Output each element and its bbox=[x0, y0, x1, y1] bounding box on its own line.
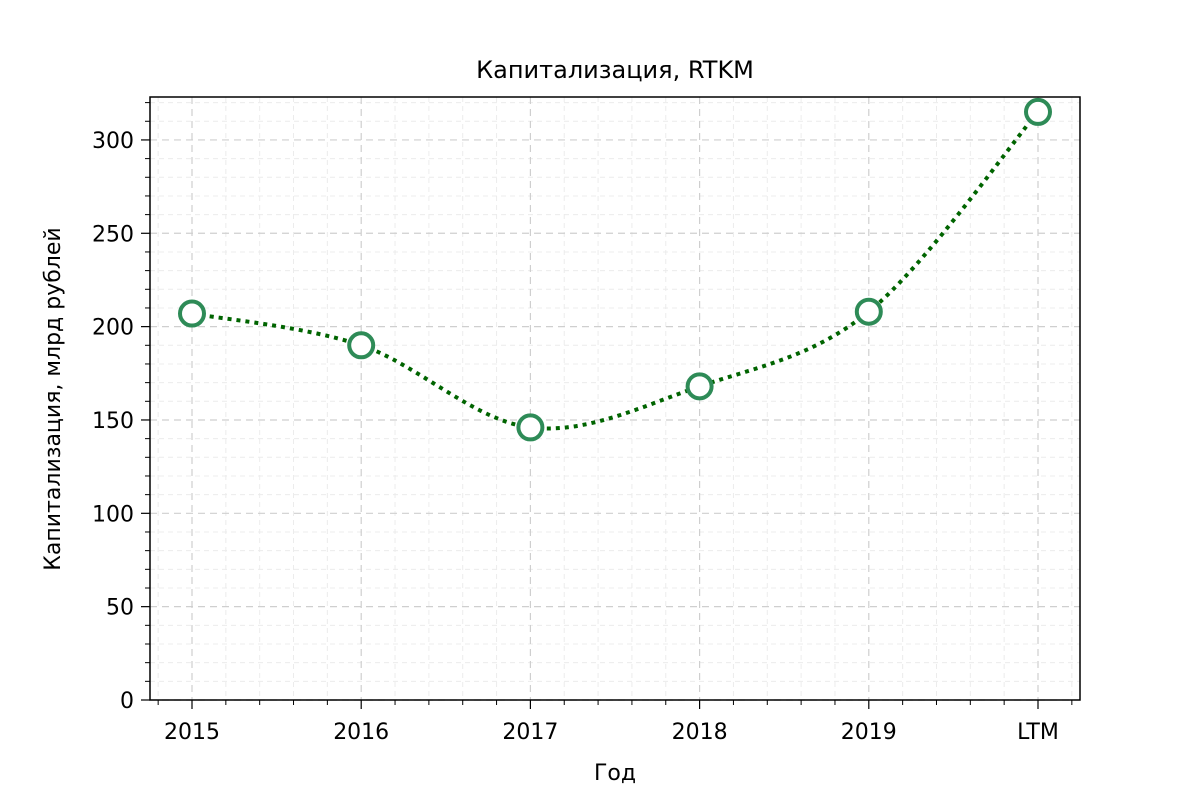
y-tick-label: 0 bbox=[120, 689, 134, 714]
x-tick-label: 2016 bbox=[333, 720, 389, 745]
data-point bbox=[685, 372, 714, 401]
y-axis-label: Капитализация, млрд рублей bbox=[41, 227, 66, 570]
x-tick-label: 2018 bbox=[672, 720, 728, 745]
data-point bbox=[516, 413, 545, 442]
y-tick-label: 300 bbox=[92, 129, 134, 154]
y-tick-label: 200 bbox=[92, 316, 134, 341]
data-point bbox=[347, 331, 376, 360]
y-tick-label: 150 bbox=[92, 409, 134, 434]
y-tick-label: 50 bbox=[106, 596, 134, 621]
x-axis-label: Год bbox=[594, 761, 636, 786]
y-tick-label: 250 bbox=[92, 222, 134, 247]
x-tick-label: 2019 bbox=[841, 720, 897, 745]
series-line bbox=[191, 110, 1040, 431]
x-tick-label: 2015 bbox=[164, 720, 220, 745]
plot-frame bbox=[149, 96, 1081, 701]
series-layer bbox=[178, 97, 1052, 442]
x-tick-label: 2017 bbox=[502, 720, 558, 745]
data-point bbox=[854, 297, 883, 326]
x-tick-label: LTM bbox=[1017, 720, 1059, 745]
minor-gridlines bbox=[150, 97, 1080, 700]
y-tick-label: 100 bbox=[92, 502, 134, 527]
chart-title: Капитализация, RTKM bbox=[476, 56, 754, 84]
data-point bbox=[178, 299, 206, 328]
data-point bbox=[1024, 97, 1052, 126]
axis-ticks: 0 50 100 150 200 250 300 2015 2016 2017 2018 2019 LT… bbox=[92, 102, 1073, 745]
